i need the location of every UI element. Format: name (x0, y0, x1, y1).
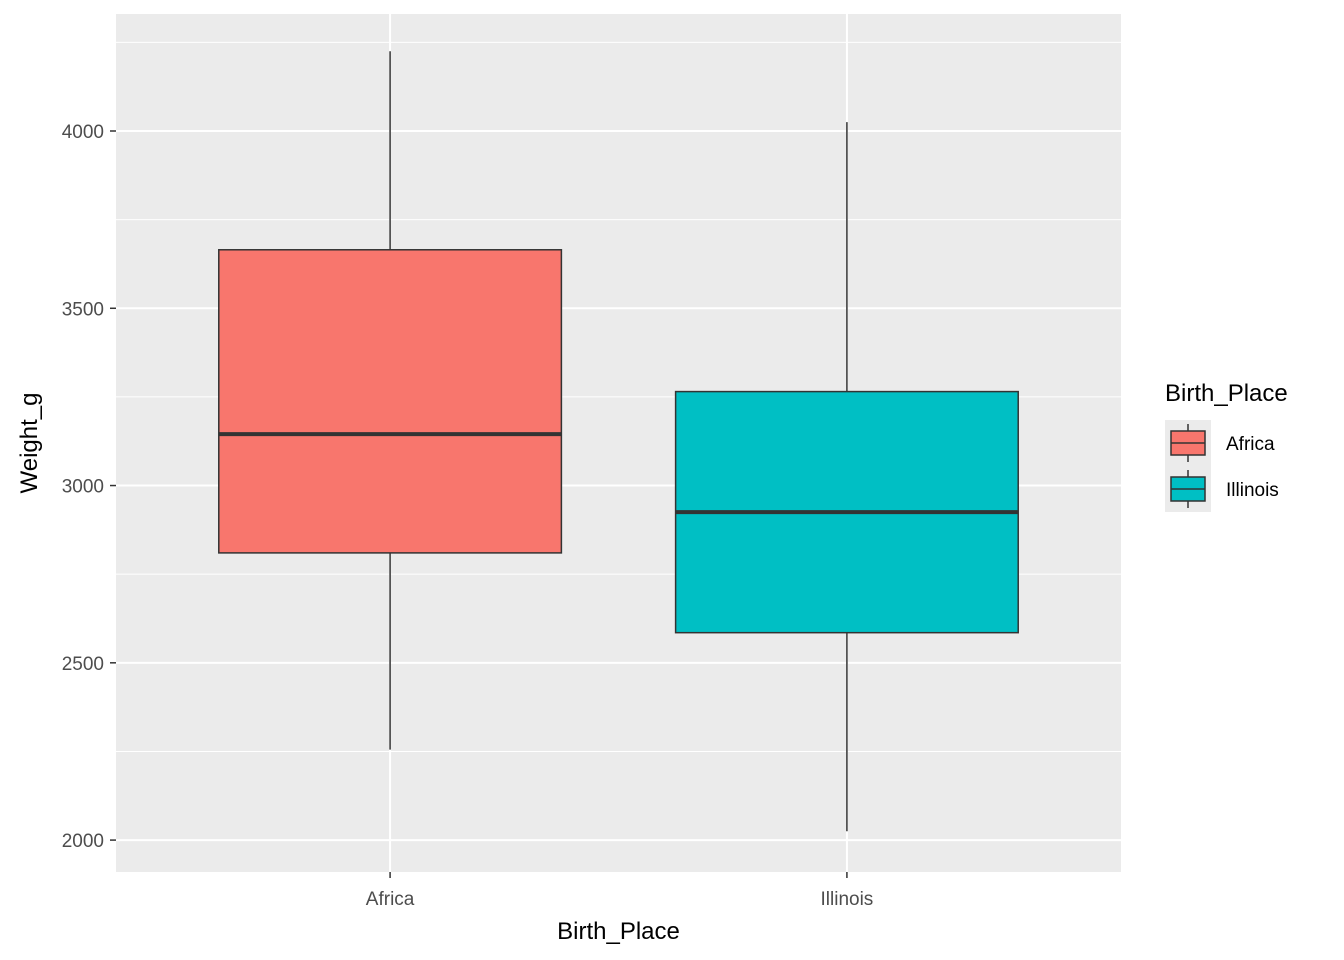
x-tick-label: Africa (366, 889, 415, 910)
x-axis-title: Birth_Place (557, 918, 680, 945)
y-tick-label: 2000 (62, 831, 104, 852)
box-layer (218, 51, 1019, 832)
legend-label: Illinois (1226, 480, 1279, 501)
x-tick-label: Illinois (821, 889, 874, 910)
y-axis-title: Weight_g (16, 393, 43, 494)
box-africa (218, 51, 563, 750)
x-axis: Africa Illinois (366, 872, 874, 910)
legend-label: Africa (1226, 434, 1275, 455)
y-axis: 2000 2500 3000 3500 4000 (62, 122, 116, 852)
y-tick-label: 3500 (62, 299, 104, 320)
y-tick-label: 4000 (62, 122, 104, 143)
box-illinois (674, 122, 1019, 832)
box-iqr (218, 249, 563, 554)
legend-key-illinois (1165, 466, 1211, 512)
y-tick-label: 2500 (62, 654, 104, 675)
legend-title: Birth_Place (1165, 380, 1288, 407)
y-tick-label: 3000 (62, 477, 104, 498)
legend: Birth_Place Africa Illinois (1165, 380, 1288, 512)
legend-key-africa (1165, 420, 1211, 466)
